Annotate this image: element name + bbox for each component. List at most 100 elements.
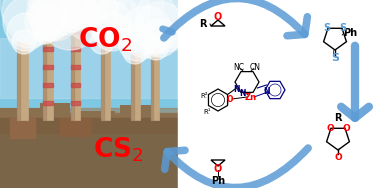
Bar: [0, 118, 178, 133]
Bar: [17, 42, 28, 120]
Bar: [75, 111, 115, 133]
Bar: [0, 108, 178, 110]
Bar: [0, 96, 178, 98]
Bar: [0, 101, 178, 104]
Bar: [0, 89, 178, 92]
Circle shape: [60, 8, 84, 32]
Bar: [178, 0, 378, 188]
Bar: [0, 105, 178, 108]
Circle shape: [56, 0, 122, 23]
Circle shape: [112, 0, 192, 52]
Bar: [0, 93, 178, 95]
Circle shape: [7, 13, 45, 51]
Circle shape: [33, 20, 57, 44]
Bar: [155, 113, 185, 133]
FancyArrowPatch shape: [164, 0, 307, 38]
Circle shape: [30, 0, 80, 41]
Text: N: N: [240, 89, 246, 98]
Text: O: O: [342, 124, 350, 133]
Bar: [0, 38, 178, 98]
Text: Ph: Ph: [343, 28, 357, 38]
Text: R²: R²: [200, 93, 208, 99]
Bar: [17, 42, 20, 120]
Bar: [0, 105, 178, 107]
Circle shape: [88, 1, 132, 45]
Circle shape: [25, 1, 65, 41]
Bar: [0, 88, 178, 90]
Bar: [0, 89, 178, 91]
Circle shape: [141, 19, 179, 57]
Bar: [60, 118, 90, 136]
Text: O: O: [227, 95, 233, 104]
Circle shape: [40, 0, 100, 50]
Bar: [0, 82, 178, 85]
Bar: [0, 87, 178, 90]
Bar: [101, 42, 110, 120]
Bar: [0, 69, 178, 72]
Circle shape: [58, 0, 96, 29]
Bar: [0, 106, 178, 109]
FancyArrowPatch shape: [163, 29, 172, 32]
Bar: [101, 42, 104, 120]
Bar: [71, 20, 74, 120]
Circle shape: [58, 0, 110, 26]
Bar: [43, 47, 53, 51]
Text: N: N: [263, 87, 269, 96]
Bar: [0, 70, 178, 72]
Bar: [0, 66, 178, 68]
Bar: [0, 102, 178, 105]
Bar: [131, 52, 134, 120]
Bar: [0, 65, 178, 67]
Bar: [0, 80, 178, 82]
Circle shape: [2, 0, 68, 45]
Bar: [0, 70, 178, 73]
Circle shape: [90, 30, 114, 54]
Bar: [0, 112, 178, 115]
Text: R¹: R¹: [203, 109, 211, 115]
Bar: [0, 112, 178, 114]
Circle shape: [0, 0, 80, 42]
Bar: [0, 100, 178, 102]
Bar: [0, 84, 178, 87]
Bar: [120, 105, 155, 133]
Bar: [0, 58, 178, 60]
Bar: [0, 109, 178, 111]
Text: S: S: [339, 23, 347, 33]
Text: Ph: Ph: [211, 176, 225, 186]
Bar: [43, 65, 53, 69]
Bar: [0, 85, 178, 88]
Text: S: S: [331, 53, 339, 63]
Text: CN: CN: [249, 62, 260, 71]
Bar: [0, 67, 178, 70]
Bar: [43, 32, 53, 120]
Bar: [0, 63, 178, 65]
Bar: [10, 118, 35, 138]
Bar: [0, 78, 178, 81]
Circle shape: [12, 30, 36, 54]
Bar: [0, 74, 178, 77]
Bar: [0, 108, 45, 133]
Bar: [0, 94, 178, 96]
Text: R: R: [199, 19, 207, 29]
Bar: [0, 76, 178, 79]
Circle shape: [84, 0, 164, 42]
Text: NC: NC: [234, 62, 245, 71]
Bar: [151, 48, 159, 120]
Bar: [0, 73, 178, 75]
Bar: [0, 101, 178, 103]
Bar: [0, 103, 178, 106]
Circle shape: [84, 0, 150, 45]
Bar: [0, 75, 178, 77]
Bar: [0, 96, 178, 99]
Bar: [71, 47, 80, 51]
Bar: [0, 75, 178, 78]
Circle shape: [144, 36, 168, 60]
Circle shape: [32, 3, 70, 41]
Circle shape: [90, 0, 142, 48]
Bar: [0, 97, 178, 100]
Bar: [0, 98, 178, 100]
Bar: [0, 60, 178, 62]
Circle shape: [134, 2, 186, 54]
Text: CO$_2$: CO$_2$: [78, 26, 132, 54]
Circle shape: [93, 13, 131, 51]
